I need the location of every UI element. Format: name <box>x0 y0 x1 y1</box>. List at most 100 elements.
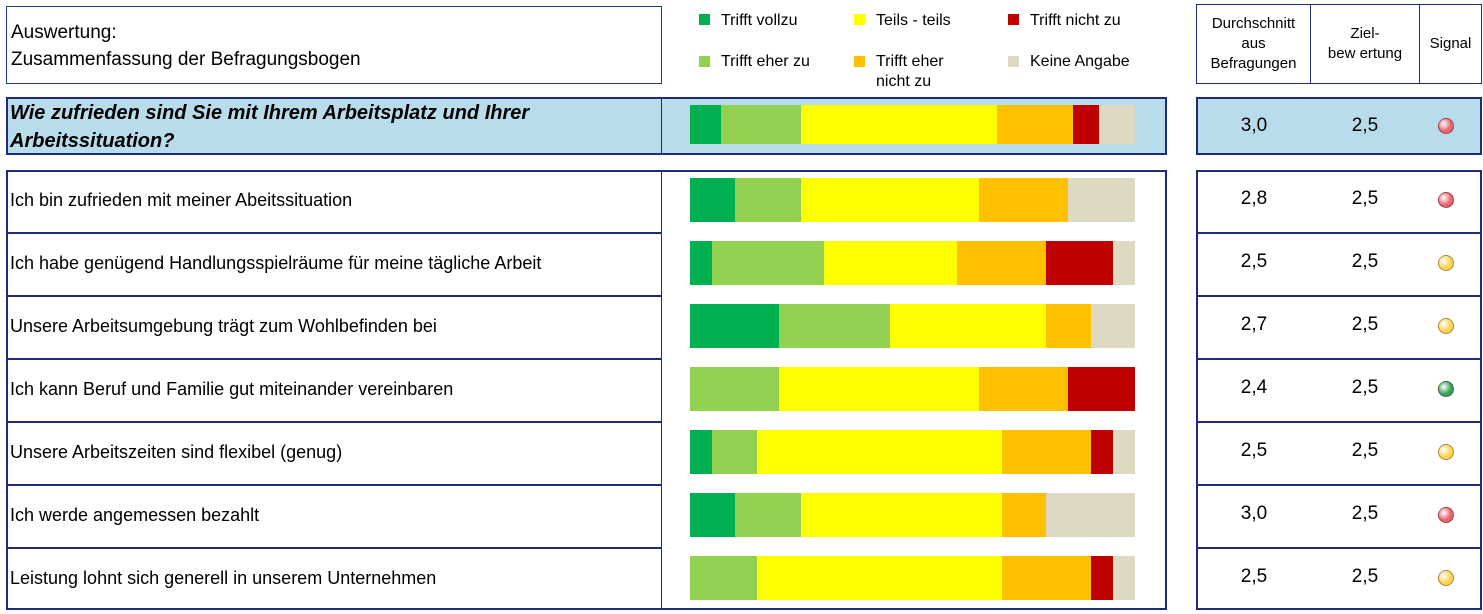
row-separator <box>1196 547 1482 549</box>
row-4-bar-segment-teils-teils <box>779 367 980 411</box>
legend: Trifft vollzu Teils - teils Trifft nicht… <box>690 8 1170 94</box>
row-separator <box>6 421 662 423</box>
row-separator <box>1196 484 1482 486</box>
main-avg-value: 3,0 <box>1240 115 1268 136</box>
row-separator <box>6 295 662 297</box>
main-bar-segment-trifft-voll-zu <box>690 105 722 144</box>
title-line-2: Zusammenfassung der Befragungsbogen <box>11 49 361 70</box>
title-box: Auswertung: Zusammenfassung der Befragun… <box>6 6 662 84</box>
row-target-value-6: 2,5 <box>1351 503 1379 524</box>
header-avg-line-2: aus <box>1241 35 1266 52</box>
row-5-bar-segment-keine-angabe <box>1112 430 1135 474</box>
row-bar-2 <box>690 241 1135 285</box>
main-bar-segment-keine-angabe <box>1099 105 1135 144</box>
row-7-bar-segment-teils-teils <box>756 556 1002 600</box>
row-avg-value-2: 2,5 <box>1240 251 1268 272</box>
row-3-bar-segment-trifft-eher-nicht-zu <box>1046 304 1091 348</box>
row-4-bar-segment-trifft-eher-nicht-zu <box>979 367 1069 411</box>
legend-swatch-trifft-eher-nicht-zu <box>854 56 865 67</box>
row-5-bar-segment-trifft-eher-nicht-zu <box>1001 430 1091 474</box>
row-3-bar-segment-teils-teils <box>890 304 1046 348</box>
row-6-bar-segment-trifft-eher-nicht-zu <box>1001 493 1046 537</box>
row-question-7: Leistung lohnt sich generell in unserem … <box>10 568 437 588</box>
row-2-bar-segment-teils-teils <box>823 241 957 285</box>
main-bar <box>690 105 1135 144</box>
header-target: Ziel- bew ertung <box>1310 4 1420 84</box>
row-separator <box>6 484 662 486</box>
row-question-4: Ich kann Beruf und Familie gut miteinand… <box>10 379 454 399</box>
legend-label-trifft-nicht-zu: Trifft nicht zu <box>1030 12 1121 29</box>
row-1-bar-segment-trifft-voll-zu <box>690 178 735 222</box>
legend-label-trifft-eher-zu: Trifft eher zu <box>721 53 810 70</box>
legend-swatch-trifft-voll-zu <box>699 14 710 25</box>
row-2-bar-segment-trifft-nicht-zu <box>1046 241 1113 285</box>
header-avg-line-3: Befragungen <box>1210 55 1297 72</box>
row-5-bar-segment-trifft-eher-zu <box>712 430 757 474</box>
row-avg-value-4: 2,4 <box>1240 377 1268 398</box>
row-separator <box>6 232 662 234</box>
row-separator <box>6 547 662 549</box>
legend-swatch-trifft-eher-zu <box>699 56 710 67</box>
legend-label-teils-teils: Teils - teils <box>876 12 951 29</box>
row-2-bar-segment-trifft-eher-zu <box>712 241 824 285</box>
row-7-bar-segment-trifft-nicht-zu <box>1090 556 1113 600</box>
row-2-bar-segment-trifft-voll-zu <box>690 241 713 285</box>
row-separator <box>1196 421 1482 423</box>
row-2-bar-segment-trifft-eher-nicht-zu <box>957 241 1046 285</box>
row-6-bar-segment-teils-teils <box>801 493 1002 537</box>
title-line-1: Auswertung: <box>11 22 117 43</box>
row-signal-indicator-7 <box>1438 570 1454 586</box>
row-4-bar-segment-trifft-nicht-zu <box>1068 367 1135 411</box>
legend-label-keine-angabe: Keine Angabe <box>1030 53 1130 70</box>
row-1-bar-segment-teils-teils <box>801 178 980 222</box>
header-signal-label: Signal <box>1429 35 1472 52</box>
main-values-band <box>1196 97 1482 155</box>
legend-swatch-teils-teils <box>854 14 865 25</box>
row-separator <box>1196 295 1482 297</box>
main-question-text: Wie zufrieden sind Sie mit Ihrem Arbeits… <box>10 102 530 152</box>
question-table <box>6 170 1167 610</box>
row-avg-value-6: 3,0 <box>1240 503 1268 524</box>
row-separator <box>1196 232 1482 234</box>
row-separator <box>6 358 662 360</box>
row-target-value-5: 2,5 <box>1351 440 1379 461</box>
row-question-1: Ich bin zufrieden mit meiner Abeitssitua… <box>10 190 353 210</box>
row-bar-6 <box>690 493 1135 537</box>
question-table-separator <box>661 170 662 610</box>
header-target-line-2: bew ertung <box>1327 45 1403 62</box>
main-target-value: 2,5 <box>1351 115 1379 136</box>
header-avg: Durchschnitt aus Befragungen <box>1196 4 1311 84</box>
legend-swatch-keine-angabe <box>1008 56 1019 67</box>
legend-swatch-trifft-nicht-zu <box>1008 14 1019 25</box>
row-question-3: Unsere Arbeitsumgebung trägt zum Wohlbef… <box>10 316 437 336</box>
main-band-separator <box>661 97 662 155</box>
row-target-value-3: 2,5 <box>1351 314 1379 335</box>
row-bar-3 <box>690 304 1135 348</box>
row-signal-indicator-2 <box>1438 255 1454 271</box>
legend-label-trifft-eher-nicht-zu-2: nicht zu <box>876 73 932 90</box>
row-bar-5 <box>690 430 1135 474</box>
row-5-bar-segment-trifft-nicht-zu <box>1090 430 1113 474</box>
row-signal-indicator-1 <box>1438 192 1454 208</box>
row-6-bar-segment-trifft-voll-zu <box>690 493 735 537</box>
row-7-bar-segment-keine-angabe <box>1112 556 1135 600</box>
row-target-value-7: 2,5 <box>1351 566 1379 587</box>
row-signal-indicator-6 <box>1438 507 1454 523</box>
row-1-bar-segment-trifft-eher-nicht-zu <box>979 178 1069 222</box>
row-separator <box>1196 358 1482 360</box>
row-6-bar-segment-keine-angabe <box>1046 493 1135 537</box>
row-signal-indicator-4 <box>1438 381 1454 397</box>
row-7-bar-segment-trifft-eher-nicht-zu <box>1001 556 1091 600</box>
row-avg-value-1: 2,8 <box>1240 188 1268 209</box>
row-1-bar-segment-keine-angabe <box>1068 178 1135 222</box>
row-signal-indicator-3 <box>1438 318 1454 334</box>
row-question-6: Ich werde angemessen bezahlt <box>10 505 260 525</box>
row-target-value-4: 2,5 <box>1351 377 1379 398</box>
row-3-bar-segment-trifft-voll-zu <box>690 304 779 348</box>
row-6-bar-segment-trifft-eher-zu <box>734 493 802 537</box>
header-target-line-1: Ziel- <box>1350 25 1380 42</box>
row-3-bar-segment-keine-angabe <box>1090 304 1135 348</box>
header-avg-line-1: Durchschnitt <box>1211 15 1296 32</box>
main-signal-indicator <box>1438 118 1454 134</box>
row-bar-7 <box>690 556 1135 600</box>
